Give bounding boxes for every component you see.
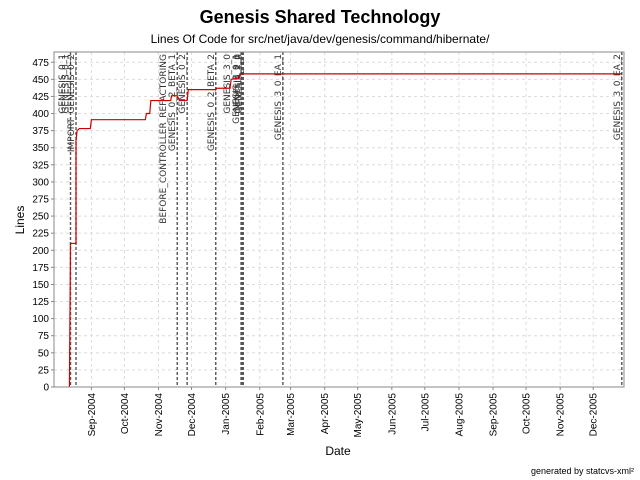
y-tick-label: 425 bbox=[32, 92, 49, 103]
y-tick-label: 125 bbox=[32, 297, 49, 308]
y-tick-label: 275 bbox=[32, 194, 49, 205]
footer-credit: generated by statcvs-xml² bbox=[531, 466, 634, 476]
y-tick-label: 0 bbox=[43, 383, 49, 394]
y-axis-label: Lines bbox=[13, 206, 27, 235]
x-tick-label: Nov-2004 bbox=[154, 393, 165, 437]
y-tick-label: 100 bbox=[32, 314, 49, 325]
x-tick-label: Nov-2005 bbox=[556, 393, 567, 437]
version-marker-label: GENESIS_0_1 bbox=[62, 54, 72, 114]
y-axis: 0 25 50 75 100 125 150 175 200 225 250 275 300 325 350… bbox=[32, 58, 54, 394]
version-marker-label: GENESIS_0_1 bbox=[58, 54, 68, 114]
y-tick-label: 25 bbox=[38, 365, 50, 376]
version-marker-label: GENESIS_0_2_BETA_1 bbox=[168, 54, 178, 151]
chart-subtitle: Lines Of Code for src/net/java/dev/genes… bbox=[151, 32, 491, 46]
x-tick-label: Oct-2005 bbox=[522, 393, 533, 435]
version-marker-label: GENESIS_3_0 bbox=[223, 54, 233, 114]
loc-series-line bbox=[68, 73, 622, 388]
y-tick-label: 300 bbox=[32, 177, 49, 188]
y-tick-label: 325 bbox=[32, 160, 49, 171]
version-marker-label: GENESIS_3_0_EA_1 bbox=[274, 54, 284, 140]
y-tick-label: 50 bbox=[38, 348, 50, 359]
x-tick-label: Feb-2005 bbox=[255, 393, 266, 436]
y-tick-label: 400 bbox=[32, 109, 49, 120]
x-tick-label: Aug-2005 bbox=[454, 393, 465, 437]
y-tick-label: 350 bbox=[32, 143, 49, 154]
version-marker-label: GENESIS_3_0_EA_2 bbox=[613, 54, 623, 140]
version-marker-label: GENESIS_2_0 bbox=[233, 54, 243, 114]
y-tick-label: 175 bbox=[32, 263, 49, 274]
x-tick-label: Apr-2005 bbox=[320, 393, 331, 435]
chart-title: Genesis Shared Technology bbox=[200, 7, 441, 27]
x-tick-label: Jan-2005 bbox=[221, 393, 232, 435]
version-marker-label: BEFORE_CONTROLLER_REFACTORING bbox=[159, 54, 169, 224]
x-tick-label: Oct-2004 bbox=[120, 393, 131, 435]
y-tick-label: 150 bbox=[32, 280, 49, 291]
plot-frame bbox=[53, 51, 625, 388]
x-tick-label: Jul-2005 bbox=[420, 393, 431, 432]
x-tick-label: Mar-2005 bbox=[286, 393, 297, 436]
y-tick-label: 225 bbox=[32, 229, 49, 240]
x-axis: Sep-2004 Oct-2004 Nov-2004 Dec-2004 Jan-2005… bbox=[87, 387, 600, 437]
x-tick-label: Dec-2005 bbox=[589, 393, 600, 437]
x-tick-label: May-2005 bbox=[353, 393, 364, 438]
version-marker-label: GENESIS_0_2 bbox=[178, 54, 188, 114]
x-tick-label: Sep-2004 bbox=[87, 393, 98, 437]
y-tick-label: 75 bbox=[38, 331, 50, 342]
y-tick-label: 375 bbox=[32, 126, 49, 137]
version-markers: GENESIS_0_1IMPORT_GENESIS_0_2GENESIS_0_1… bbox=[58, 52, 623, 387]
y-tick-label: 250 bbox=[32, 212, 49, 223]
version-marker-label: GENESIS_0_2_BETA_2 bbox=[207, 54, 217, 151]
y-tick-label: 450 bbox=[32, 75, 49, 86]
y-tick-label: 475 bbox=[32, 58, 49, 69]
x-tick-label: Dec-2004 bbox=[187, 393, 198, 437]
x-tick-label: Sep-2005 bbox=[489, 393, 500, 437]
series-layer bbox=[68, 73, 622, 388]
y-tick-label: 200 bbox=[32, 246, 49, 257]
x-axis-label: Date bbox=[325, 444, 351, 458]
x-tick-label: Jun-2005 bbox=[387, 393, 398, 435]
version-marker-label: IMPORT_GENESIS_0_2 bbox=[67, 54, 77, 152]
version-marker-label: GENESIS_1_0 bbox=[234, 54, 244, 114]
version-marker-label: GENESIS_3_0_1 bbox=[232, 54, 242, 124]
grid bbox=[54, 52, 624, 387]
